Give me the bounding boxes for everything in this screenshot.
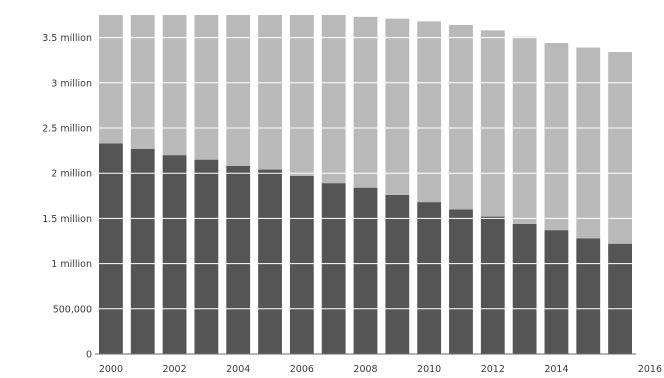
bar-segment-upper-2000: [99, 15, 123, 144]
bar-segment-upper-2012: [480, 30, 505, 217]
bar-segment-upper-2002: [162, 15, 187, 156]
bar-segment-lower-2016: [608, 243, 632, 354]
bar-segment-upper-2016: [608, 52, 632, 244]
y-tick-label: 0: [86, 350, 92, 361]
bar-segment-upper-2005: [258, 15, 282, 170]
bar-segment-lower-2011: [449, 209, 473, 354]
bar-segment-upper-2014: [544, 43, 569, 231]
bar-segment-lower-2015: [576, 238, 601, 354]
bar-segment-lower-2006: [289, 175, 314, 354]
x-tick-label: 2016: [638, 364, 662, 375]
bar-segment-lower-2013: [512, 223, 537, 354]
bar-segment-upper-2010: [417, 21, 442, 203]
bar-segment-lower-2005: [258, 169, 282, 354]
y-tick-label: 500,000: [53, 304, 92, 315]
gridlines: [95, 37, 636, 310]
x-tick-label: 2006: [290, 364, 314, 375]
x-tick-label: 2000: [99, 364, 123, 375]
x-axis-ticks: 2000 2002 2004 2006 2008 2010 2012 2014 2016: [99, 364, 662, 375]
bar-segment-upper-2007: [321, 15, 346, 184]
bar-segment-upper-2003: [194, 15, 219, 160]
x-tick-label: 2010: [417, 364, 441, 375]
y-tick-label: 2 million: [51, 169, 92, 180]
bar-segment-lower-2014: [544, 230, 569, 354]
x-tick-label: 2004: [226, 364, 250, 375]
bar-segment-lower-2009: [385, 194, 410, 354]
bar-segment-upper-2008: [353, 16, 378, 188]
y-tick-label: 3.5 million: [42, 33, 92, 44]
bar-segment-lower-2007: [321, 183, 346, 354]
y-tick-label: 1 million: [51, 259, 92, 270]
x-tick-label: 2002: [162, 364, 186, 375]
x-tick-label: 2012: [481, 364, 505, 375]
bar-segment-lower-2012: [480, 216, 505, 354]
bar-segment-lower-2000: [99, 143, 123, 354]
bar-segment-upper-2006: [289, 15, 314, 176]
bar-segment-upper-2001: [130, 15, 155, 149]
x-tick-label: 2008: [353, 364, 377, 375]
bar-segment-upper-2011: [449, 24, 473, 210]
y-tick-label: 2.5 million: [42, 124, 92, 135]
y-tick-label: 1.5 million: [42, 214, 92, 225]
bar-segment-lower-2002: [162, 155, 187, 354]
bar-segment-lower-2001: [130, 148, 155, 354]
bars-group: [99, 15, 632, 354]
y-axis-ticks: 0 500,000 1 million 1.5 million 2 million 2.5…: [42, 33, 92, 360]
bar-segment-upper-2009: [385, 18, 410, 195]
y-tick-label: 3 million: [51, 78, 92, 89]
bar-segment-lower-2010: [417, 202, 442, 354]
x-tick-label: 2014: [544, 364, 568, 375]
bar-segment-upper-2015: [576, 47, 601, 239]
bar-segment-lower-2008: [353, 187, 378, 354]
bar-segment-upper-2013: [512, 36, 537, 224]
bar-segment-lower-2004: [226, 165, 251, 354]
bar-segment-lower-2003: [194, 159, 219, 354]
